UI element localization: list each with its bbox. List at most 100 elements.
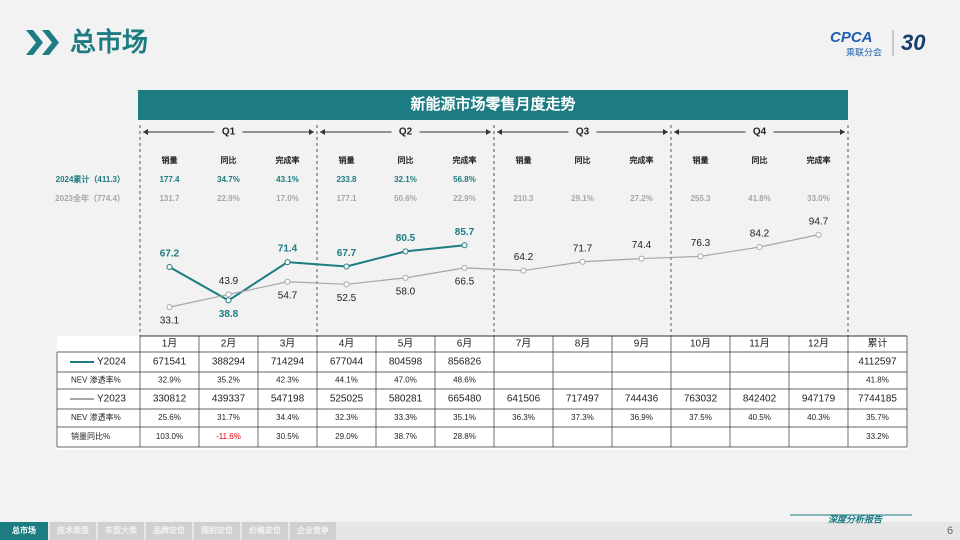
table-cell: 804598	[389, 357, 423, 368]
table-cell: 44.1%	[335, 376, 358, 385]
chevron-icon	[26, 30, 59, 55]
footer-tab	[0, 522, 48, 540]
point	[697, 253, 704, 260]
point	[343, 263, 350, 270]
legend-label: Y2024	[97, 357, 126, 368]
footer-tab-label: 国别定位	[201, 525, 233, 535]
summary-cell: 27.2%	[630, 194, 653, 203]
summary-cell: 41.8%	[748, 194, 771, 203]
point	[225, 291, 232, 298]
x-tick-label: 7月	[516, 338, 532, 350]
summary-column: 销量	[162, 155, 178, 165]
series-line	[169, 244, 465, 302]
x-tick-label: 5月	[398, 338, 414, 350]
table-cell: 714294	[271, 357, 305, 368]
point	[579, 258, 586, 265]
table-cell: 31.7%	[217, 413, 240, 422]
row-label: NEV 渗透率%	[71, 412, 121, 422]
table-cell: 717497	[566, 394, 600, 405]
summary-cell: 34.7%	[217, 175, 240, 184]
point	[343, 281, 350, 288]
footer-tab	[194, 522, 240, 540]
summary-column: 销量	[693, 155, 709, 165]
footer-tab-label: 车型大类	[105, 525, 137, 535]
summary-column: 同比	[221, 155, 237, 165]
summary-cell: 22.9%	[217, 194, 240, 203]
data-label: 64.2	[514, 252, 534, 263]
summary-cell: 32.1%	[394, 175, 417, 184]
summary-cell: 131.7	[159, 194, 180, 203]
table-cell: -11.6%	[216, 432, 241, 441]
summary-column: 完成率	[807, 155, 831, 165]
table-cell: 33.2%	[866, 432, 889, 441]
table-cell: 37.5%	[689, 413, 712, 422]
table-cell: 41.8%	[866, 376, 889, 385]
data-label: 94.7	[809, 216, 829, 227]
table-cell: 42.3%	[276, 376, 299, 385]
footer-tab	[242, 522, 288, 540]
summary-column: 完成率	[630, 155, 654, 165]
summary-row-label: 2024累计（411.3）	[56, 174, 125, 184]
data-label: 84.2	[750, 229, 770, 240]
data-label: 74.4	[632, 240, 652, 251]
table-cell: 40.5%	[748, 413, 771, 422]
x-tick-label: 11月	[749, 338, 769, 350]
data-label: 43.9	[219, 276, 239, 287]
summary-cell: 29.1%	[571, 194, 594, 203]
x-tick-label: 3月	[280, 338, 296, 350]
summary-cell: 210.3	[513, 194, 534, 203]
table-cell: 856826	[448, 357, 482, 368]
table-cell: 547198	[271, 394, 305, 405]
footer-tab	[290, 522, 336, 540]
x-tick-label: 4月	[339, 338, 355, 350]
footer-tab-label: 技术类型	[57, 525, 89, 535]
table-cell: 37.3%	[571, 413, 594, 422]
table-cell: 29.0%	[335, 432, 358, 441]
x-tick-label: 10月	[690, 338, 711, 350]
point	[166, 264, 173, 271]
point	[166, 304, 173, 311]
table-cell: 35.2%	[217, 376, 240, 385]
row-label: NEV 渗透率%	[71, 375, 121, 385]
anniversary: 30	[901, 30, 926, 55]
data-label: 71.7	[573, 243, 593, 254]
table-cell: 30.5%	[276, 432, 299, 441]
logo-sub: 乘联分会	[846, 46, 882, 57]
series-line	[169, 234, 819, 308]
quarter-label: Q1	[222, 127, 236, 138]
summary-column: 同比	[752, 155, 768, 165]
table-cell: 103.0%	[156, 432, 183, 441]
table-cell: 330812	[153, 394, 187, 405]
summary-column: 完成率	[453, 155, 477, 165]
footer-tab-label: 总市场	[12, 525, 36, 535]
table-cell: 4112597	[858, 357, 897, 368]
table-cell: 671541	[153, 357, 187, 368]
point	[284, 259, 291, 266]
summary-cell: 22.9%	[453, 194, 476, 203]
table-cell: 580281	[389, 394, 423, 405]
table-cell: 439337	[212, 394, 246, 405]
point	[815, 231, 822, 238]
summary-column: 同比	[398, 155, 414, 165]
point	[402, 248, 409, 255]
footer-tab-label: 企业竞争	[296, 525, 329, 535]
table-cell: 665480	[448, 394, 482, 405]
chart-title: 新能源市场零售月度走势	[410, 95, 575, 113]
chart-banner	[138, 90, 848, 120]
table-cell: 388294	[212, 357, 246, 368]
data-label: 38.8	[219, 309, 239, 320]
summary-column: 同比	[575, 155, 591, 165]
table-cell: 47.0%	[394, 376, 417, 385]
table-cell: 744436	[625, 394, 659, 405]
point	[402, 274, 409, 281]
data-label: 67.7	[337, 248, 357, 259]
legend-label: Y2023	[97, 394, 126, 405]
data-label: 58.0	[396, 286, 416, 297]
table-cell: 36.3%	[512, 413, 535, 422]
x-tick-label: 2月	[221, 338, 237, 350]
point	[461, 264, 468, 271]
table-cell: 677044	[330, 357, 364, 368]
table-cell: 28.8%	[453, 432, 476, 441]
